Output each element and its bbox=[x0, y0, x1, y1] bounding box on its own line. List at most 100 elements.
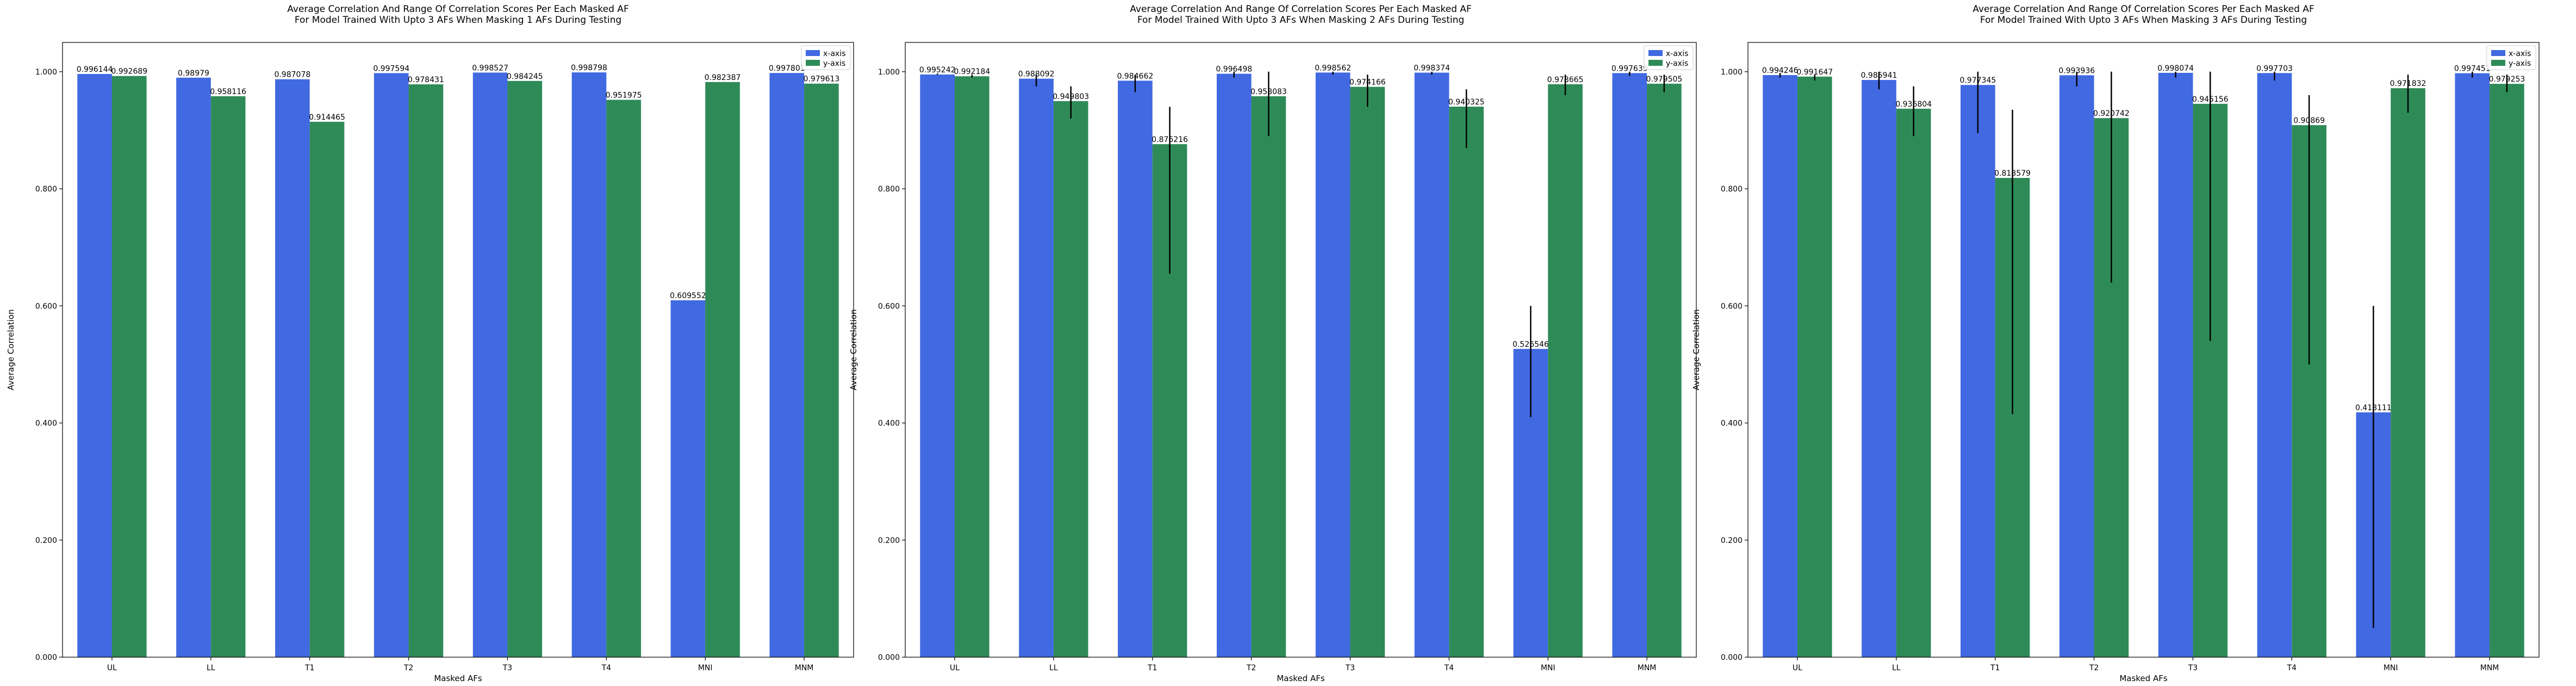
bar-x-axis-T2 bbox=[374, 73, 409, 658]
data-label-y-axis-MNM: 0.979505 bbox=[1646, 75, 1682, 84]
bar-y-axis-T2 bbox=[408, 84, 444, 658]
chart-panel-2: Average Correlation And Range Of Correla… bbox=[849, 4, 1697, 683]
data-label-y-axis-T1: 0.876216 bbox=[1152, 135, 1188, 144]
bar-x-axis-T3 bbox=[2158, 72, 2193, 657]
bar-x-axis-T2 bbox=[2059, 75, 2094, 657]
bar-y-axis-T4 bbox=[606, 100, 641, 658]
bar-y-axis-MNM bbox=[1647, 83, 1682, 657]
data-label-x-axis-T1: 0.977345 bbox=[1959, 76, 1996, 85]
chart-title-line-2: For Model Trained With Upto 3 AFs When M… bbox=[1137, 15, 1464, 26]
x-tick-label-MNM: MNM bbox=[795, 664, 814, 672]
x-tick-label-UL: UL bbox=[107, 664, 117, 672]
y-tick-label: 0.000 bbox=[1721, 653, 1743, 662]
data-label-x-axis-LL: 0.988092 bbox=[1018, 70, 1055, 79]
y-tick-label: 0.400 bbox=[35, 419, 57, 428]
data-label-x-axis-T1: 0.987078 bbox=[274, 71, 310, 79]
legend-label-y-axis: y-axis bbox=[2509, 59, 2531, 68]
bar-x-axis-T3 bbox=[1315, 72, 1351, 658]
bar-x-axis-UL bbox=[77, 73, 112, 657]
bar-y-axis-MNM bbox=[2490, 84, 2524, 658]
y-tick-label: 0.200 bbox=[878, 536, 900, 545]
data-label-y-axis-LL: 0.958116 bbox=[210, 88, 246, 96]
data-label-x-axis-MNI: 0.526546 bbox=[1513, 340, 1549, 349]
x-axis-label: Masked AFs bbox=[1277, 673, 1325, 683]
data-label-x-axis-T2: 0.997594 bbox=[373, 64, 409, 73]
x-axis-label: Masked AFs bbox=[2119, 673, 2168, 683]
legend-swatch-x-axis bbox=[2491, 50, 2505, 56]
legend-swatch-y-axis bbox=[806, 60, 820, 66]
y-tick-label: 0.400 bbox=[878, 419, 900, 428]
data-label-x-axis-LL: 0.985941 bbox=[1861, 71, 1897, 80]
data-label-y-axis-T4: 0.90869 bbox=[2293, 116, 2325, 125]
bar-y-axis-T3 bbox=[1350, 86, 1385, 658]
y-axis-label: Average Correlation bbox=[1691, 309, 1701, 390]
data-label-y-axis-T1: 0.818579 bbox=[1994, 169, 2031, 178]
bar-y-axis-LL bbox=[210, 96, 246, 658]
x-tick-label-T1: T1 bbox=[1147, 664, 1157, 672]
data-label-y-axis-T1: 0.914465 bbox=[309, 113, 345, 122]
data-label-y-axis-LL: 0.949803 bbox=[1053, 92, 1089, 101]
data-label-y-axis-UL: 0.991647 bbox=[1796, 68, 1833, 77]
x-tick-label-LL: LL bbox=[1892, 664, 1901, 672]
data-label-x-axis-T3: 0.998527 bbox=[472, 64, 508, 72]
data-label-x-axis-UL: 0.994246 bbox=[1762, 66, 1799, 75]
bar-y-axis-UL bbox=[954, 76, 990, 657]
data-label-y-axis-UL: 0.992689 bbox=[111, 67, 147, 76]
data-label-x-axis-MNM: 0.997451 bbox=[2454, 65, 2491, 73]
x-tick-label-T3: T3 bbox=[2188, 664, 2198, 672]
bar-x-axis-T4 bbox=[571, 72, 607, 657]
y-tick-label: 0.000 bbox=[878, 653, 900, 662]
x-tick-label-T3: T3 bbox=[502, 664, 512, 672]
y-axis-label: Average Correlation bbox=[6, 309, 16, 390]
plot-frame bbox=[905, 42, 1697, 658]
data-label-y-axis-MNI: 0.982387 bbox=[705, 73, 741, 82]
y-tick-label: 1.000 bbox=[878, 68, 900, 77]
x-tick-label-LL: LL bbox=[1049, 664, 1058, 672]
chart-title-line-1: Average Correlation And Range Of Correla… bbox=[1130, 4, 1471, 15]
chart-title-line-1: Average Correlation And Range Of Correla… bbox=[287, 4, 629, 15]
x-tick-label-UL: UL bbox=[1793, 664, 1802, 672]
bar-y-axis-LL bbox=[1053, 101, 1088, 657]
data-label-x-axis-T4: 0.998798 bbox=[571, 64, 607, 72]
bar-y-axis-MNM bbox=[804, 83, 839, 658]
y-tick-label: 0.600 bbox=[35, 302, 57, 311]
bar-x-axis-T2 bbox=[1216, 73, 1252, 657]
data-label-x-axis-T2: 0.993936 bbox=[2058, 66, 2095, 75]
bar-x-axis-MNM bbox=[1612, 73, 1647, 658]
chart-title-line-1: Average Correlation And Range Of Correla… bbox=[1973, 4, 2314, 15]
bar-y-axis-MNI bbox=[705, 82, 740, 658]
data-label-x-axis-UL: 0.995242 bbox=[919, 66, 956, 75]
bar-x-axis-T3 bbox=[472, 72, 508, 657]
y-tick-label: 1.000 bbox=[1721, 68, 1743, 77]
data-label-x-axis-T2: 0.996498 bbox=[1216, 65, 1252, 74]
x-tick-label-UL: UL bbox=[950, 664, 960, 672]
bar-y-axis-UL bbox=[1797, 76, 1832, 657]
data-label-y-axis-T3: 0.945156 bbox=[2192, 95, 2229, 104]
data-label-y-axis-LL: 0.936804 bbox=[1895, 100, 1932, 109]
legend-label-y-axis: y-axis bbox=[823, 59, 845, 68]
data-label-x-axis-T3: 0.998562 bbox=[1315, 64, 1351, 72]
legend-label-x-axis: x-axis bbox=[2509, 50, 2531, 58]
y-tick-label: 0.800 bbox=[878, 185, 900, 194]
legend-swatch-x-axis bbox=[1648, 50, 1663, 56]
data-label-y-axis-T3: 0.984245 bbox=[507, 72, 543, 81]
data-label-x-axis-LL: 0.98979 bbox=[178, 69, 209, 78]
legend-label-y-axis: y-axis bbox=[1666, 59, 1688, 68]
bar-x-axis-LL bbox=[1019, 78, 1054, 658]
y-tick-label: 0.400 bbox=[1721, 419, 1743, 428]
bar-y-axis-MNI bbox=[1548, 84, 1583, 658]
x-tick-label-T1: T1 bbox=[304, 664, 314, 672]
data-label-x-axis-T3: 0.998074 bbox=[2157, 64, 2194, 73]
data-label-x-axis-MNM: 0.997639 bbox=[1611, 64, 1648, 73]
chart-title-line-2: For Model Trained With Upto 3 AFs When M… bbox=[295, 15, 621, 26]
data-label-y-axis-T3: 0.974166 bbox=[1349, 78, 1386, 87]
y-tick-label: 0.200 bbox=[1721, 536, 1743, 545]
chart-panel-3: Average Correlation And Range Of Correla… bbox=[1691, 4, 2540, 683]
data-label-x-axis-T4: 0.997703 bbox=[2256, 64, 2293, 73]
data-label-x-axis-MNI: 0.609552 bbox=[670, 292, 706, 300]
y-tick-label: 0.000 bbox=[35, 653, 57, 662]
y-tick-label: 0.600 bbox=[878, 302, 900, 311]
